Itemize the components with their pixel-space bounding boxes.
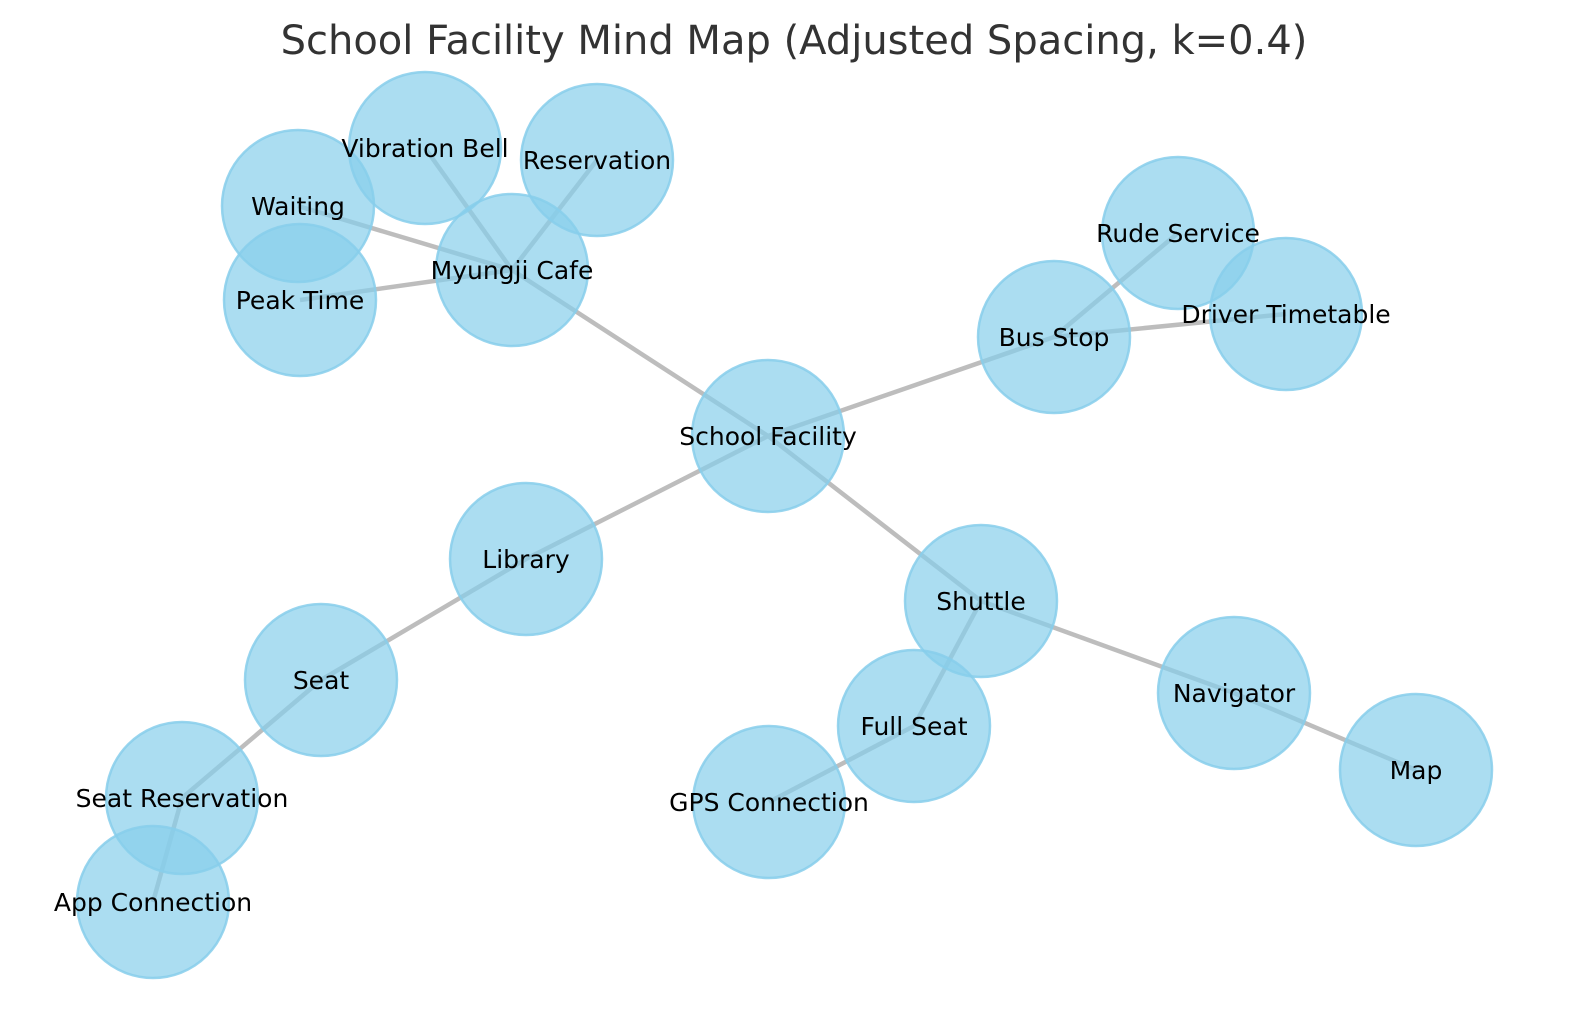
node-peak-time: [222, 222, 378, 378]
node-label-reservation: Reservation: [523, 146, 671, 175]
node-map: [1338, 692, 1494, 848]
node-school-facility: [690, 358, 846, 514]
node-shuttle: [903, 523, 1059, 679]
node-vibration-bell: [347, 70, 503, 226]
node-bus-stop: [976, 259, 1132, 415]
node-label-waiting: Waiting: [251, 192, 345, 221]
node-circles: [75, 70, 1494, 980]
node-label-shuttle: Shuttle: [936, 587, 1026, 616]
node-label-navigator: Navigator: [1173, 679, 1296, 708]
node-navigator: [1156, 615, 1312, 771]
node-driver-timetable: [1208, 236, 1364, 392]
node-library: [448, 481, 604, 637]
node-label-driver-timetable: Driver Timetable: [1181, 300, 1390, 329]
node-label-myungji-cafe: Myungji Cafe: [431, 256, 594, 285]
node-label-school-facility: School Facility: [679, 422, 857, 451]
node-label-gps-connection: GPS Connection: [669, 788, 869, 817]
node-label-seat: Seat: [293, 666, 350, 695]
node-rude-service: [1100, 155, 1256, 311]
node-label-rude-service: Rude Service: [1096, 219, 1260, 248]
node-label-library: Library: [482, 545, 570, 574]
node-gps-connection: [691, 724, 847, 880]
node-app-connection: [75, 824, 231, 980]
node-label-full-seat: Full Seat: [860, 712, 967, 741]
node-label-seat-reservation: Seat Reservation: [76, 784, 289, 813]
node-label-peak-time: Peak Time: [236, 286, 365, 315]
node-seat: [243, 602, 399, 758]
node-reservation: [519, 82, 675, 238]
nodes-layer: School Facility Myungji Cafe Bus Stop Libra…: [54, 70, 1494, 980]
node-myungji-cafe: [434, 192, 590, 348]
node-label-vibration-bell: Vibration Bell: [341, 134, 508, 163]
node-full-seat: [836, 648, 992, 804]
node-label-map: Map: [1390, 756, 1443, 785]
node-label-app-connection: App Connection: [54, 888, 252, 917]
node-labels: School Facility Myungji Cafe Bus Stop Libra…: [54, 134, 1443, 917]
node-label-bus-stop: Bus Stop: [999, 323, 1110, 352]
diagram-title: School Facility Mind Map (Adjusted Spaci…: [281, 18, 1308, 64]
